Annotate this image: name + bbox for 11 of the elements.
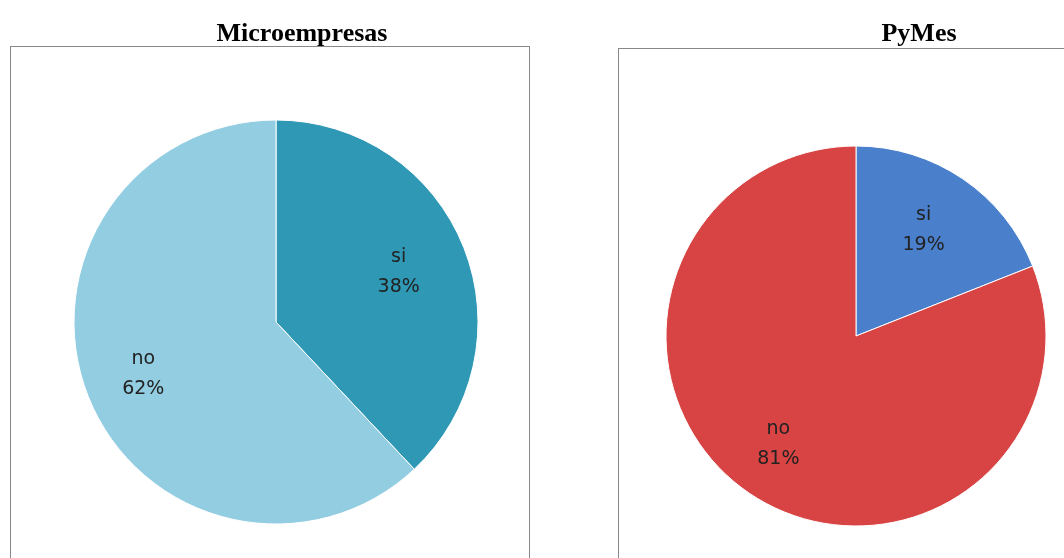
chart-title: Microempresas (215, 18, 389, 48)
chart-title: PyMes (880, 18, 958, 48)
data-label: 38% (377, 274, 420, 297)
slice-label: si (391, 244, 407, 267)
pie-slice (665, 145, 1047, 527)
data-label: 81% (757, 445, 800, 468)
data-label: 19% (902, 232, 945, 255)
slice-label: si (916, 202, 932, 225)
data-label: 62% (122, 375, 165, 398)
slice-label: no (766, 415, 791, 438)
slice-label: no (131, 345, 156, 368)
